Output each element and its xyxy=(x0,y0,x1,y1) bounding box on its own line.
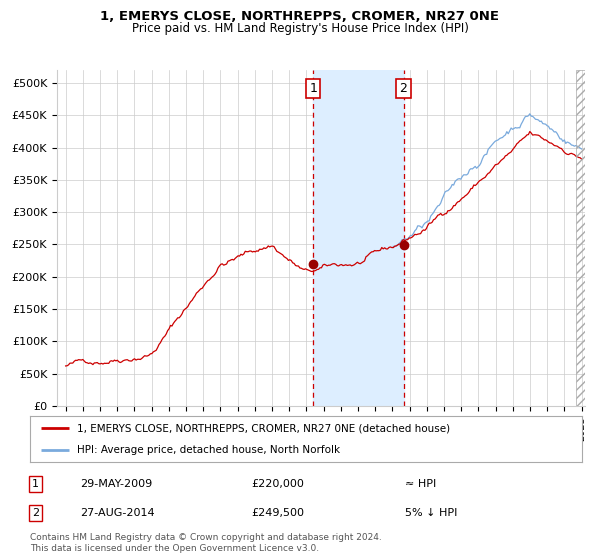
Text: 27-AUG-2014: 27-AUG-2014 xyxy=(80,508,154,518)
Text: 2: 2 xyxy=(400,82,407,95)
Text: 1: 1 xyxy=(32,479,39,489)
Text: 1, EMERYS CLOSE, NORTHREPPS, CROMER, NR27 0NE (detached house): 1, EMERYS CLOSE, NORTHREPPS, CROMER, NR2… xyxy=(77,423,450,433)
Text: 2: 2 xyxy=(32,508,39,518)
Text: ≈ HPI: ≈ HPI xyxy=(406,479,437,489)
Text: 5% ↓ HPI: 5% ↓ HPI xyxy=(406,508,458,518)
Text: HPI: Average price, detached house, North Norfolk: HPI: Average price, detached house, Nort… xyxy=(77,445,340,455)
Text: Price paid vs. HM Land Registry's House Price Index (HPI): Price paid vs. HM Land Registry's House … xyxy=(131,22,469,35)
Text: 29-MAY-2009: 29-MAY-2009 xyxy=(80,479,152,489)
Text: Contains HM Land Registry data © Crown copyright and database right 2024.
This d: Contains HM Land Registry data © Crown c… xyxy=(30,533,382,553)
Bar xyxy=(313,70,404,406)
Text: 1: 1 xyxy=(310,82,317,95)
Text: £220,000: £220,000 xyxy=(251,479,304,489)
Text: 1, EMERYS CLOSE, NORTHREPPS, CROMER, NR27 0NE: 1, EMERYS CLOSE, NORTHREPPS, CROMER, NR2… xyxy=(101,10,499,23)
Text: £249,500: £249,500 xyxy=(251,508,304,518)
